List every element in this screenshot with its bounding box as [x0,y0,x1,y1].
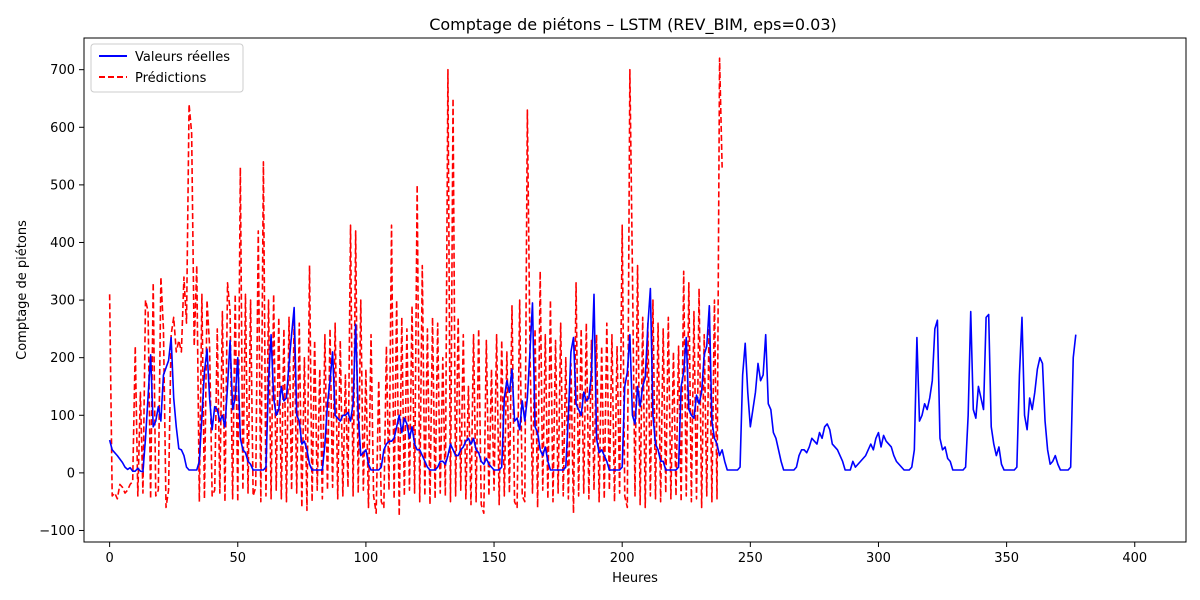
series-layer [108,57,1077,517]
legend: Valeurs réelles Prédictions [90,43,244,93]
y-tick-label: 600 [50,121,75,136]
x-tick-label: 100 [353,551,378,566]
x-tick-label: 150 [482,551,507,566]
legend-label-actual: Valeurs réelles [135,50,230,65]
y-tick-label: 400 [50,236,75,251]
axes-frame [83,37,1187,543]
y-tick-label: 0 [67,466,75,481]
x-tick-label: 250 [738,551,763,566]
x-tick-label: 350 [994,551,1019,566]
x-tick-label: 0 [105,551,113,566]
y-tick-label: −100 [39,524,75,539]
y-tick-label: 300 [50,294,75,309]
x-tick-label: 200 [610,551,635,566]
series-line-actual [108,287,1077,473]
y-tick-label: 100 [50,409,75,424]
series-line-predictions [108,57,723,517]
y-tick-label: 200 [50,351,75,366]
x-axis: 0 50 100 150 200 250 300 350 400 [105,542,1147,566]
plot-area [83,37,1187,543]
x-tick-label: 50 [229,551,246,566]
x-tick-label: 400 [1122,551,1147,566]
legend-label-predictions: Prédictions [135,71,207,86]
legend-box [90,43,244,93]
y-tick-label: 500 [50,178,75,193]
x-tick-label: 300 [866,551,891,566]
chart-title: Comptage de piétons – LSTM (REV_BIM, eps… [429,15,837,35]
x-axis-label: Heures [612,571,658,586]
y-tick-label: 700 [50,63,75,78]
y-axis: −100 0 100 200 300 400 500 600 700 [39,63,84,539]
y-axis-label: Comptage de piétons [15,220,30,360]
